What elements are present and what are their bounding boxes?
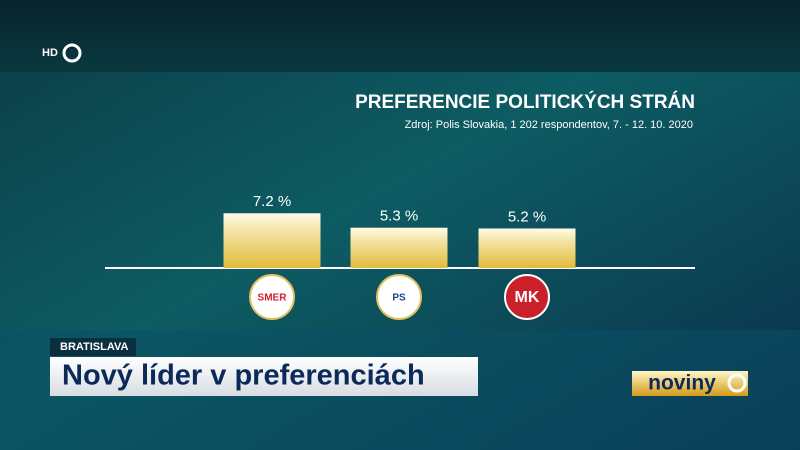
party-label: SMER xyxy=(258,293,288,304)
chart-title: PREFERENCIE POLITICKÝCH STRÁN xyxy=(355,91,695,113)
party-logo xyxy=(249,274,295,320)
bar xyxy=(478,228,576,268)
party-logo xyxy=(376,274,422,320)
party-logo xyxy=(504,274,550,320)
bar xyxy=(350,227,448,268)
brand-logo xyxy=(727,373,747,393)
bar xyxy=(223,213,321,268)
value-label: 5.3 % xyxy=(380,208,418,225)
headline: Nový líder v preferenciách xyxy=(62,360,425,392)
brand: noviny xyxy=(648,372,716,395)
hd-badge: HD xyxy=(42,47,58,59)
chart-subtitle: Zdroj: Polis Slovakia, 1 202 respondento… xyxy=(405,119,693,131)
value-label: 5.2 % xyxy=(508,208,546,225)
value-label: 7.2 % xyxy=(253,193,291,210)
party-label: PS xyxy=(392,293,406,304)
location: BRATISLAVA xyxy=(60,341,128,353)
headline-box xyxy=(50,357,478,396)
party-label: MK xyxy=(515,289,540,306)
top-band xyxy=(0,0,800,72)
location-strip xyxy=(50,338,136,356)
channel-logo xyxy=(62,43,82,63)
